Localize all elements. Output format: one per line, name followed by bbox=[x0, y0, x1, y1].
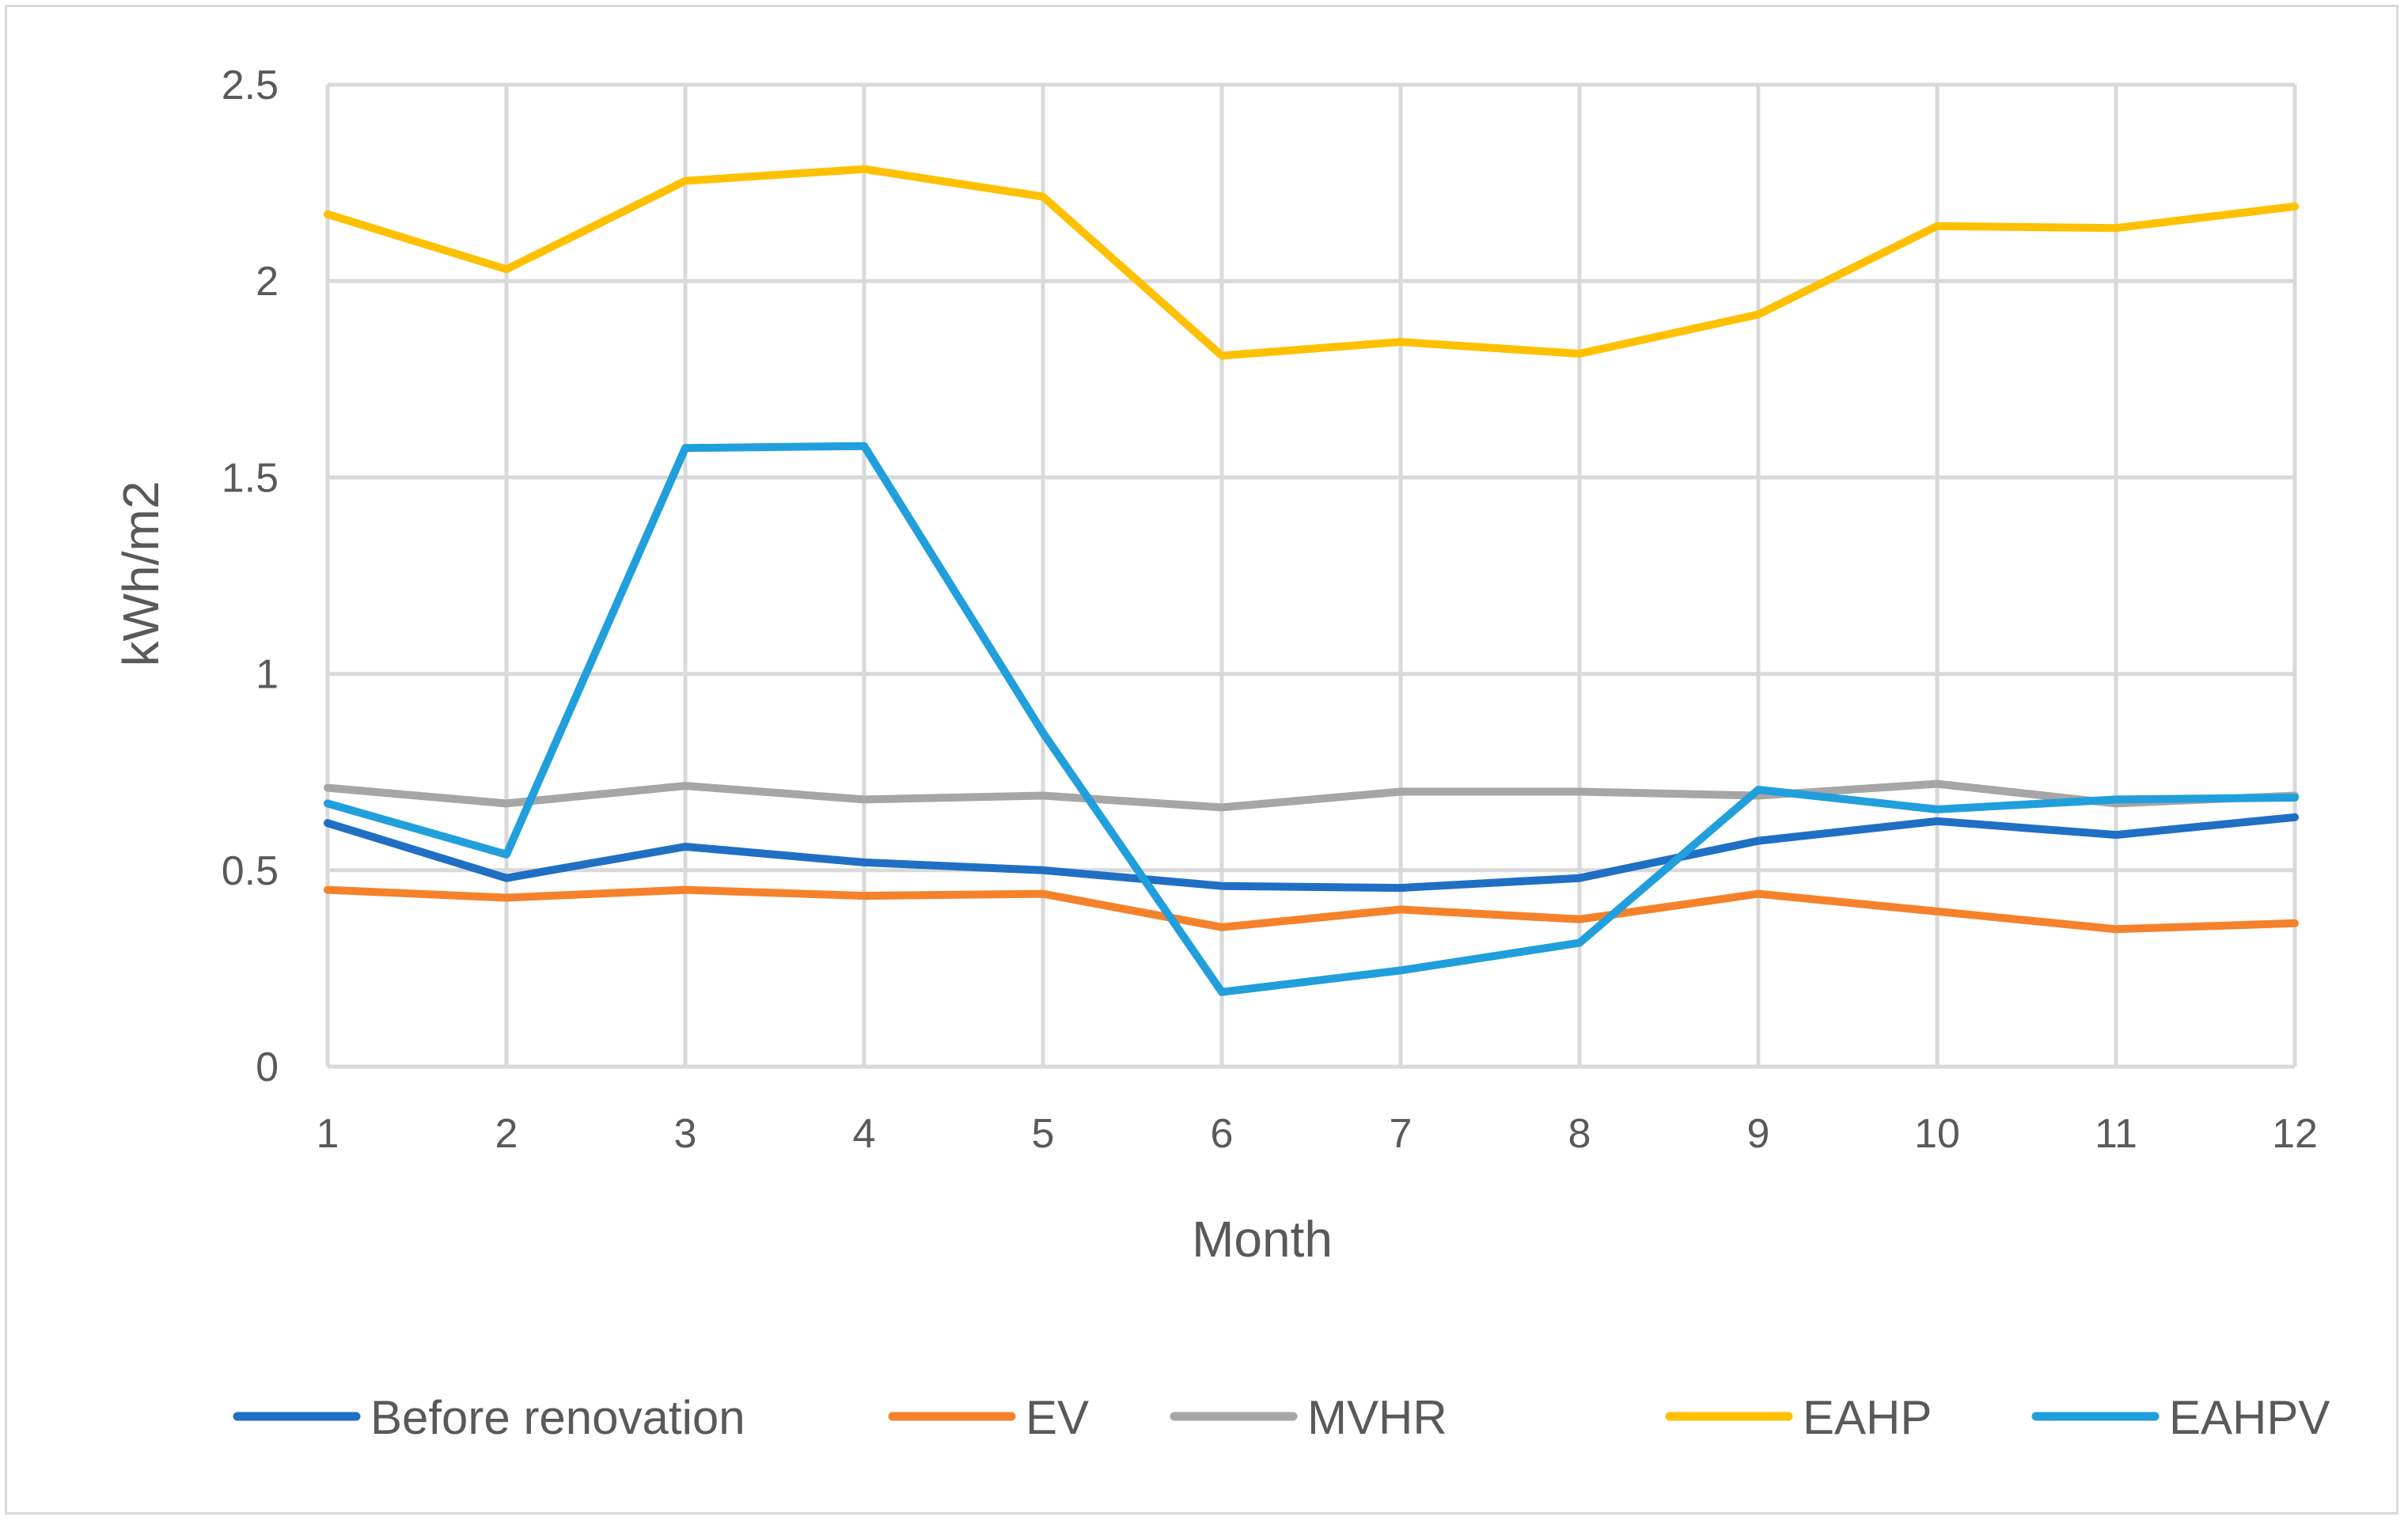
x-tick-label: 9 bbox=[1747, 1111, 1770, 1157]
chart-frame bbox=[5, 5, 2399, 1515]
x-axis-ticks: 1 2 3 4 5 6 7 8 9 10 11 12 bbox=[317, 1111, 2318, 1157]
legend-label-eahpv: EAHPV bbox=[2169, 1391, 2330, 1444]
series-line-eahp bbox=[324, 165, 2299, 360]
x-tick-label: 1 bbox=[317, 1111, 339, 1157]
x-tick-label: 2 bbox=[495, 1111, 518, 1157]
series-line-before-renovation bbox=[324, 813, 2299, 893]
y-tick-label: 0 bbox=[256, 1044, 279, 1090]
x-tick-label: 3 bbox=[674, 1111, 697, 1157]
x-tick-label: 10 bbox=[1914, 1111, 1960, 1157]
x-tick-label: 12 bbox=[2272, 1111, 2318, 1157]
legend-label-eahp: EAHP bbox=[1803, 1391, 1932, 1444]
y-tick-label: 0.5 bbox=[222, 848, 279, 894]
legend-label-before-renovation: Before renovation bbox=[370, 1391, 745, 1444]
series-lines bbox=[324, 165, 2299, 996]
y-tick-label: 2 bbox=[256, 259, 279, 305]
x-tick-label: 4 bbox=[853, 1111, 876, 1157]
series-line-eahpv bbox=[324, 442, 2299, 996]
y-axis-ticks: 0 0.5 1 1.5 2 2.5 bbox=[222, 63, 279, 1090]
y-tick-label: 2.5 bbox=[222, 63, 279, 108]
x-tick-label: 6 bbox=[1211, 1111, 1234, 1157]
y-tick-label: 1 bbox=[256, 652, 279, 698]
x-tick-label: 5 bbox=[1032, 1111, 1055, 1157]
y-axis-title: kWh/m2 bbox=[112, 481, 169, 667]
x-tick-label: 8 bbox=[1568, 1111, 1591, 1157]
y-tick-label: 1.5 bbox=[222, 455, 279, 501]
series-line-mvhr bbox=[324, 779, 2299, 812]
legend-label-mvhr: MVHR bbox=[1307, 1391, 1447, 1444]
legend: Before renovation EV MVHR EAHP EAHPV bbox=[233, 1391, 2330, 1444]
x-tick-label: 11 bbox=[2095, 1111, 2137, 1157]
legend-label-ev: EV bbox=[1026, 1391, 1089, 1444]
x-tick-label: 7 bbox=[1390, 1111, 1413, 1157]
gridlines bbox=[325, 82, 2297, 1069]
series-line-ev bbox=[324, 885, 2299, 934]
x-axis-title: Month bbox=[1192, 1211, 1333, 1268]
